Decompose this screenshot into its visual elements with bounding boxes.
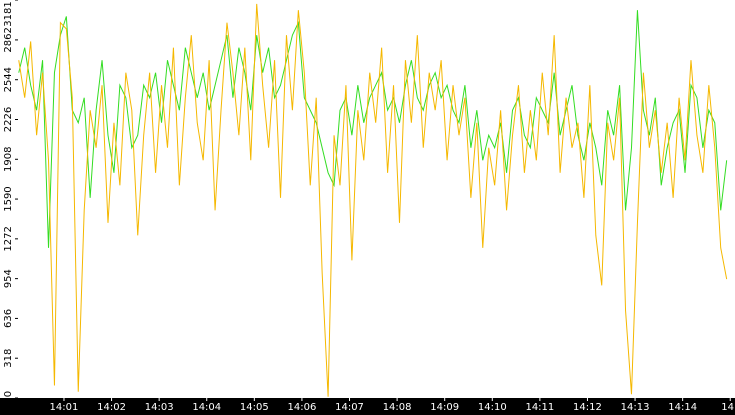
x-tick-label: 14: [721, 402, 734, 413]
x-tick-label: 14:10: [478, 402, 507, 413]
y-tick-label: 0: [3, 391, 14, 397]
x-tick-label: 14:09: [430, 402, 459, 413]
y-tick-label: 2544: [3, 67, 14, 92]
y-tick-label: 2226: [3, 107, 14, 132]
y-tick-label: 3181: [3, 1, 14, 26]
x-tick-label: 14:01: [50, 402, 79, 413]
y-tick-label: 1272: [3, 226, 14, 251]
x-tick-label: 14:02: [97, 402, 126, 413]
x-tick-label: 14:13: [621, 402, 650, 413]
y-tick-label: 2862: [3, 27, 14, 52]
x-tick-label: 14:14: [668, 402, 697, 413]
y-tick-label: 636: [3, 309, 14, 328]
y-tick-label: 954: [3, 269, 14, 288]
x-tick-label: 14:11: [525, 402, 554, 413]
y-tick-label: 1908: [3, 147, 14, 172]
x-tick-label: 14:04: [192, 402, 221, 413]
x-tick-label: 14:08: [383, 402, 412, 413]
y-tick-label: 1590: [3, 186, 14, 211]
x-axis-band: [0, 398, 735, 415]
y-tick-label: 318: [3, 349, 14, 368]
x-tick-label: 14:12: [573, 402, 602, 413]
x-tick-label: 14:03: [145, 402, 174, 413]
series-line: [18, 10, 728, 248]
x-tick-label: 14:07: [335, 402, 364, 413]
series-line: [18, 3, 728, 397]
x-tick-label: 14:05: [240, 402, 269, 413]
x-tick-label: 14:06: [288, 402, 317, 413]
